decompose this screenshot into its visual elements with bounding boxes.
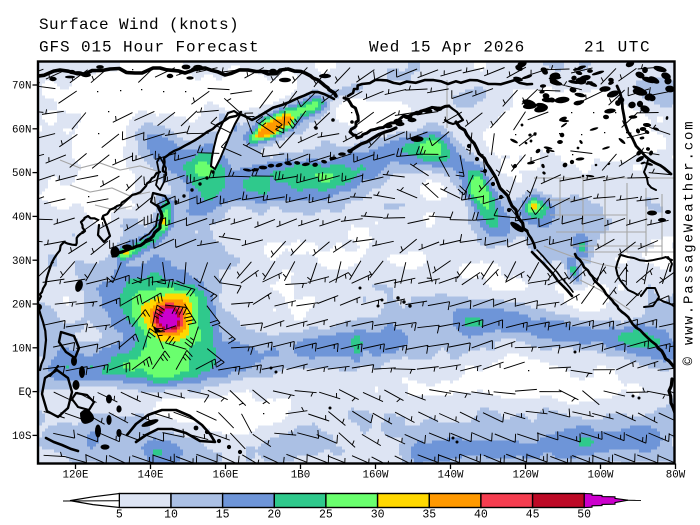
svg-text:10N: 10N [12, 343, 31, 355]
svg-text:Wed 15 Apr 2026: Wed 15 Apr 2026 [369, 39, 525, 57]
svg-text:35: 35 [422, 509, 436, 522]
svg-text:30N: 30N [12, 256, 31, 268]
svg-text:140E: 140E [138, 470, 164, 482]
svg-text:120W: 120W [513, 470, 539, 482]
svg-text:15: 15 [216, 509, 230, 522]
svg-text:140W: 140W [438, 470, 464, 482]
svg-text:25: 25 [319, 509, 333, 522]
svg-text:80W: 80W [666, 470, 686, 482]
svg-text:GFS 015 Hour Forecast: GFS 015 Hour Forecast [39, 39, 260, 57]
svg-text:20N: 20N [12, 300, 31, 312]
svg-text:50N: 50N [12, 168, 31, 180]
svg-text:50: 50 [577, 509, 591, 522]
svg-text:10S: 10S [12, 431, 31, 443]
svg-text:5: 5 [116, 509, 123, 522]
svg-text:60N: 60N [12, 124, 31, 136]
svg-text:45: 45 [526, 509, 540, 522]
svg-text:10: 10 [164, 509, 178, 522]
svg-text:EQ: EQ [19, 387, 32, 399]
svg-text:160W: 160W [363, 470, 389, 482]
svg-text:Surface Wind (knots): Surface Wind (knots) [39, 16, 239, 34]
svg-text:20: 20 [267, 509, 281, 522]
svg-text:21 UTC: 21 UTC [584, 39, 651, 57]
svg-text:70N: 70N [12, 81, 31, 93]
svg-text:100W: 100W [588, 470, 614, 482]
svg-text:40N: 40N [12, 212, 31, 224]
svg-text:120E: 120E [63, 470, 89, 482]
svg-text:1B0: 1B0 [291, 470, 310, 482]
svg-text:160E: 160E [213, 470, 239, 482]
svg-text:30: 30 [371, 509, 385, 522]
svg-text:40: 40 [474, 509, 488, 522]
svg-text:© www.PassageWeather.com: © www.PassageWeather.com [682, 119, 698, 365]
